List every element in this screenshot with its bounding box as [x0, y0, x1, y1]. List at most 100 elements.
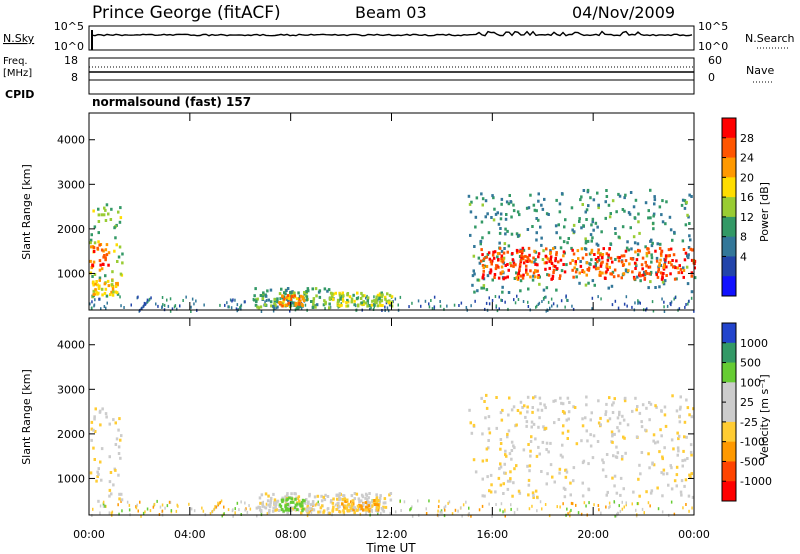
echo-cell	[96, 470, 99, 474]
echo-cell	[557, 223, 560, 227]
scatter-cell	[566, 507, 568, 511]
echo-cell	[664, 256, 668, 260]
scatter-cell	[484, 307, 486, 311]
echo-cell	[668, 215, 672, 219]
echo-cell	[640, 451, 644, 454]
scatter-cell	[234, 507, 236, 511]
echo-cell	[624, 396, 627, 400]
echo-cell	[506, 435, 509, 439]
echo-cell	[494, 490, 497, 494]
scatter-cell	[458, 304, 460, 307]
echo-cell	[637, 477, 640, 481]
echo-cell	[577, 257, 580, 261]
echo-cell	[536, 269, 539, 273]
echo-cell	[589, 233, 593, 237]
echo-cell	[286, 508, 289, 512]
echo-cell	[341, 497, 344, 501]
echo-cell	[97, 207, 100, 211]
echo-cell	[511, 252, 514, 255]
echo-cell	[658, 264, 661, 268]
scatter-cell	[226, 301, 228, 305]
echo-cell	[618, 256, 621, 259]
echo-cell	[664, 424, 668, 428]
scatter-cell	[121, 509, 123, 513]
echo-cell	[563, 495, 567, 499]
scatter-cell	[685, 303, 687, 306]
echo-cell	[525, 424, 528, 428]
scatter-cell	[161, 509, 164, 513]
echo-cell	[640, 420, 643, 424]
scatter-cell	[564, 305, 566, 309]
echo-cell	[636, 405, 639, 408]
scatter-cell	[617, 306, 620, 310]
echo-cell	[681, 239, 685, 243]
echo-cell	[110, 207, 113, 211]
echo-cell	[636, 275, 639, 279]
echo-cell	[342, 510, 346, 514]
echo-cell	[94, 407, 97, 411]
echo-cell	[650, 238, 653, 242]
echo-cell	[584, 283, 588, 287]
scatter-cell	[638, 300, 640, 304]
echo-cell	[584, 210, 587, 214]
echo-cell	[286, 511, 289, 515]
scatter-cell	[240, 500, 242, 504]
echo-cell	[311, 287, 314, 291]
echo-cell	[590, 223, 593, 227]
scatter-cell	[637, 502, 640, 506]
echo-cell	[368, 492, 371, 495]
echo-cell	[491, 253, 495, 257]
scatter-cell	[663, 300, 665, 304]
echo-cell	[313, 495, 317, 499]
echo-cell	[509, 477, 512, 481]
colorbar-frame	[721, 322, 737, 502]
echo-cell	[596, 266, 600, 270]
echo-cell	[306, 504, 310, 508]
scatter-cell	[507, 307, 509, 311]
echo-cell	[473, 290, 476, 294]
echo-cell	[524, 259, 528, 263]
echo-cell	[114, 421, 117, 425]
colorbar-swatch	[722, 118, 736, 139]
echo-cell	[346, 293, 349, 296]
echo-cell	[685, 398, 688, 402]
echo-cell	[689, 450, 693, 454]
echo-cell	[118, 492, 121, 496]
echo-cell	[512, 264, 515, 268]
echo-cell	[480, 192, 483, 196]
echo-cell	[498, 241, 501, 245]
scatter-cell	[691, 506, 693, 510]
scatter-cell	[220, 499, 223, 503]
echo-cell	[111, 270, 114, 274]
echo-cell	[581, 494, 585, 498]
echo-cell	[480, 286, 483, 290]
echo-cell	[582, 270, 586, 274]
echo-cell	[503, 247, 506, 250]
echo-cell	[545, 448, 548, 451]
scatter-cell	[106, 301, 108, 305]
echo-cell	[364, 501, 368, 505]
echo-cell	[386, 292, 389, 296]
echo-cell	[652, 212, 656, 216]
echo-cell	[364, 492, 368, 496]
echo-cell	[607, 253, 610, 257]
echo-cell	[486, 475, 489, 479]
echo-cell	[529, 449, 532, 453]
echo-cell	[323, 498, 327, 502]
echo-cell	[515, 276, 518, 280]
echo-cell	[359, 297, 363, 300]
echo-cell	[591, 236, 594, 240]
echo-cell	[531, 491, 535, 495]
echo-cell	[366, 498, 369, 501]
echo-cell	[100, 478, 103, 482]
echo-cell	[491, 278, 494, 282]
scatter-cell	[537, 302, 540, 306]
echo-cell	[675, 473, 679, 477]
echo-cell	[668, 254, 671, 258]
echo-cell	[589, 196, 592, 200]
echo-cell	[655, 256, 659, 260]
echo-cell	[378, 496, 382, 500]
scatter-cell	[394, 510, 397, 514]
echo-cell	[334, 291, 337, 295]
echo-cell	[495, 396, 498, 399]
